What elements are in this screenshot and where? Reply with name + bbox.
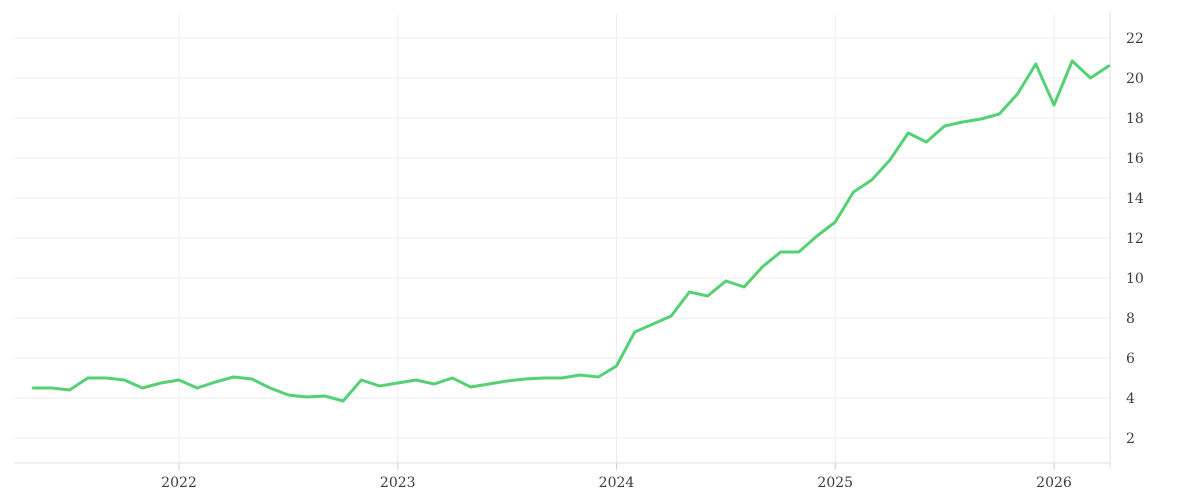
y-axis-tick-label: 16: [1126, 151, 1144, 167]
x-axis-tick-label: 2025: [817, 475, 853, 491]
x-axis-tick-label: 2026: [1036, 475, 1072, 491]
series-line: [31, 59, 1111, 403]
y-axis-tick-label: 6: [1126, 351, 1135, 367]
y-axis-tick-label: 2: [1126, 431, 1135, 447]
x-axis-tick-label: 2023: [380, 475, 416, 491]
y-axis-tick-label: 12: [1126, 231, 1144, 247]
y-axis-tick-label: 20: [1126, 71, 1144, 87]
y-axis-tick-label: 10: [1126, 271, 1144, 287]
y-axis-tick-label: 8: [1126, 311, 1135, 327]
y-axis-tick-label: 14: [1126, 191, 1144, 207]
y-axis-tick-label: 4: [1126, 391, 1135, 407]
y-axis-tick-label: 22: [1126, 31, 1144, 47]
x-axis-tick-label: 2024: [599, 475, 635, 491]
x-axis-tick-label: 2022: [161, 475, 197, 491]
y-axis-tick-label: 18: [1126, 111, 1144, 127]
